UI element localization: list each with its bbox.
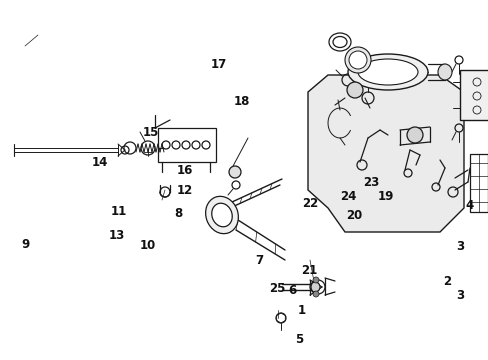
Ellipse shape	[437, 64, 451, 80]
Text: 25: 25	[268, 282, 285, 295]
Text: 17: 17	[210, 58, 227, 71]
Text: 18: 18	[233, 95, 249, 108]
Text: 4: 4	[465, 199, 472, 212]
Ellipse shape	[357, 59, 417, 85]
Text: 20: 20	[346, 210, 362, 222]
Text: 1: 1	[298, 304, 305, 317]
Circle shape	[406, 127, 422, 143]
Bar	[459, 70, 488, 120]
Circle shape	[228, 166, 241, 178]
Text: 7: 7	[255, 255, 263, 267]
Text: 19: 19	[377, 190, 394, 203]
Text: 16: 16	[176, 165, 193, 177]
Ellipse shape	[347, 54, 427, 90]
Text: 6: 6	[288, 284, 296, 297]
Circle shape	[312, 277, 318, 283]
Ellipse shape	[348, 51, 366, 69]
Ellipse shape	[205, 196, 238, 234]
Text: 5: 5	[295, 333, 303, 346]
Text: 13: 13	[108, 229, 124, 242]
Text: 12: 12	[176, 184, 193, 197]
Text: 10: 10	[139, 239, 156, 252]
Circle shape	[346, 82, 362, 98]
Bar	[469, 154, 487, 212]
Circle shape	[312, 291, 318, 297]
Text: 9: 9	[21, 238, 29, 251]
Polygon shape	[307, 75, 463, 232]
Circle shape	[309, 282, 319, 292]
Text: 8: 8	[174, 207, 182, 220]
Text: 3: 3	[456, 240, 464, 253]
Bar	[158, 128, 216, 162]
Text: 2: 2	[443, 275, 450, 288]
Text: 11: 11	[110, 205, 126, 218]
Text: 24: 24	[339, 190, 356, 203]
Text: 14: 14	[92, 156, 108, 169]
Text: 3: 3	[456, 289, 464, 302]
Text: 21: 21	[300, 264, 317, 277]
Text: 15: 15	[142, 126, 159, 139]
Ellipse shape	[211, 203, 232, 227]
Text: 22: 22	[302, 197, 318, 210]
Text: 23: 23	[363, 176, 379, 189]
Ellipse shape	[345, 47, 370, 73]
